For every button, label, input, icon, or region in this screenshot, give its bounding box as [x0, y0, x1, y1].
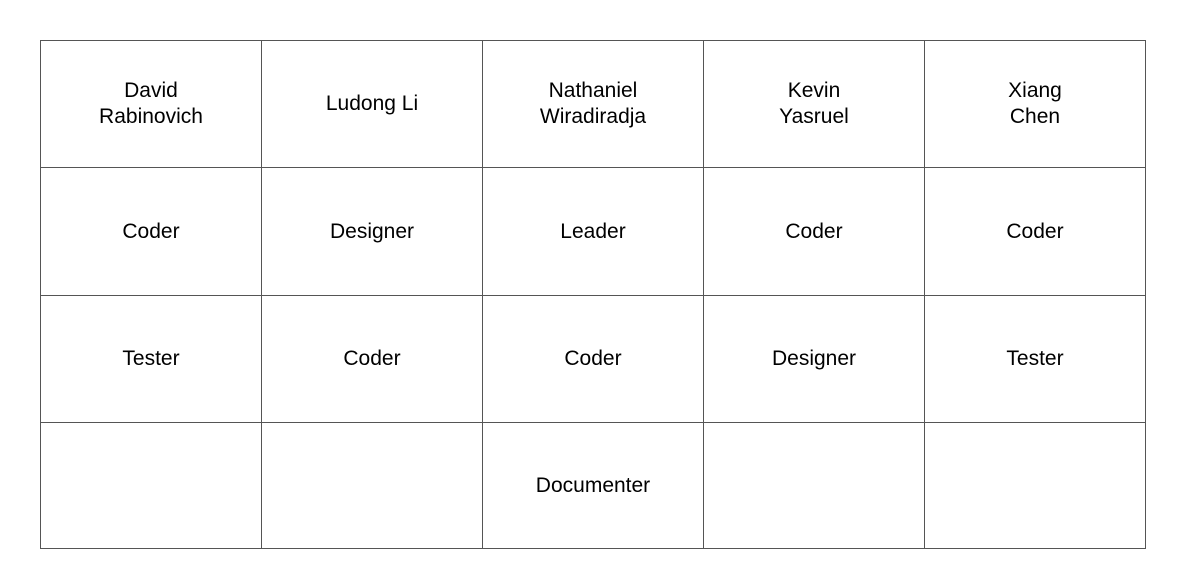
member-name-line: Ludong Li — [325, 92, 419, 115]
team-roles-table: David Rabinovich Ludong Li Nathaniel Wir… — [40, 40, 1146, 549]
member-name-line: Kevin — [787, 79, 841, 102]
role-cell: Leader — [482, 167, 704, 296]
member-name-line: Rabinovich — [99, 105, 203, 128]
role-cell: Tester — [40, 295, 262, 423]
role-cell: Designer — [703, 295, 925, 423]
member-name-line: Wiradiradja — [539, 105, 647, 128]
member-name-cell: Xiang Chen — [924, 40, 1146, 168]
role-cell: Coder — [40, 167, 262, 296]
role-cell: Coder — [261, 295, 483, 423]
role-cell: Coder — [703, 167, 925, 296]
member-name-line: Xiang — [1008, 79, 1062, 102]
member-name-line: Chen — [1009, 105, 1061, 128]
member-name-cell: Ludong Li — [261, 40, 483, 168]
role-cell — [924, 422, 1146, 549]
role-cell: Designer — [261, 167, 483, 296]
role-cell — [40, 422, 262, 549]
role-cell — [703, 422, 925, 549]
member-name-line: Yasruel — [779, 105, 849, 128]
member-names-row: David Rabinovich Ludong Li Nathaniel Wir… — [40, 40, 1146, 168]
role-cell: Tester — [924, 295, 1146, 423]
member-name-cell: Nathaniel Wiradiradja — [482, 40, 704, 168]
role-row-1: Coder Designer Leader Coder Coder — [40, 167, 1146, 296]
member-name-cell: David Rabinovich — [40, 40, 262, 168]
role-cell: Coder — [482, 295, 704, 423]
role-cell: Documenter — [482, 422, 704, 549]
role-row-3: Documenter — [40, 422, 1146, 549]
member-name-line: David — [124, 79, 178, 102]
role-row-2: Tester Coder Coder Designer Tester — [40, 295, 1146, 423]
role-cell: Coder — [924, 167, 1146, 296]
member-name-line: Nathaniel — [548, 79, 638, 102]
member-name-cell: Kevin Yasruel — [703, 40, 925, 168]
role-cell — [261, 422, 483, 549]
